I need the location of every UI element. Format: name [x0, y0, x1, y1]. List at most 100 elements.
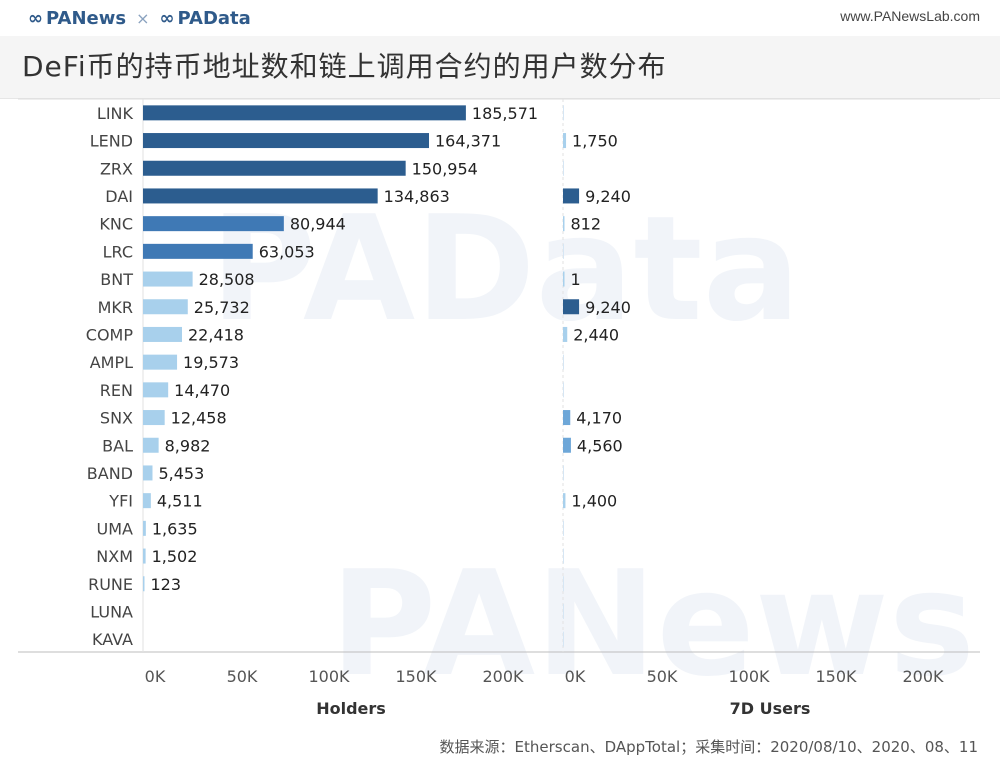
category-label: BNT — [100, 270, 133, 289]
holders-bar — [143, 382, 169, 398]
category-label: REN — [100, 381, 133, 400]
holders-bar — [143, 188, 378, 204]
holders-value-label: 123 — [151, 575, 182, 594]
holders-value-label: 134,863 — [384, 187, 450, 206]
users-bar — [563, 105, 564, 121]
holders-bar — [143, 105, 466, 121]
users-value-label: 812 — [571, 215, 602, 234]
holders-value-label: 1,635 — [152, 519, 198, 538]
holders-bar — [143, 410, 165, 426]
users-value-label: 4,170 — [576, 409, 622, 428]
category-label: LRC — [103, 242, 133, 261]
users-value-label: 9,240 — [585, 298, 631, 317]
holders-bar — [143, 216, 284, 232]
category-label: AMPL — [90, 353, 133, 372]
users-bar — [563, 354, 564, 370]
category-label: NXM — [96, 547, 133, 566]
holders-value-label: 12,458 — [171, 409, 227, 428]
holders-value-label: 22,418 — [188, 325, 244, 344]
category-label: DAI — [105, 187, 133, 206]
users-bar — [563, 243, 564, 259]
category-label: KAVA — [92, 630, 133, 649]
brand-separator: × — [136, 8, 150, 28]
holders-bar — [143, 326, 183, 342]
brand-panews: ∞ PANews — [28, 8, 126, 29]
holders-bar — [143, 548, 146, 564]
holders-value-label: 19,573 — [183, 353, 239, 372]
brand-panews-label: PANews — [46, 7, 127, 29]
users-value-label: 9,240 — [585, 187, 631, 206]
holders-value-label: 150,954 — [412, 159, 478, 178]
holders-bar — [143, 520, 146, 536]
holders-value-label: 25,732 — [194, 298, 250, 317]
users-bar — [563, 133, 567, 149]
holders-value-label: 80,944 — [290, 215, 346, 234]
category-label: LEND — [90, 132, 133, 151]
users-tick-label: 0K — [565, 667, 586, 686]
category-label: ZRX — [100, 159, 133, 178]
brand-padata: ∞ PAData — [160, 8, 251, 29]
holders-tick-label: 200K — [482, 667, 524, 686]
panews-logo-icon: ∞ — [28, 7, 43, 29]
category-label: SNX — [100, 409, 133, 428]
holders-axis-title: Holders — [316, 699, 386, 718]
users-value-label: 4,560 — [577, 436, 623, 455]
users-value-label: 1,750 — [572, 132, 618, 151]
users-bar — [563, 160, 564, 176]
holders-value-label: 63,053 — [259, 242, 315, 261]
users-bar — [563, 437, 571, 453]
category-label: BAL — [102, 436, 133, 455]
chart-title: DeFi币的持币地址数和链上调用合约的用户数分布 — [22, 50, 667, 83]
holders-value-label: 4,511 — [157, 492, 203, 511]
brand-padata-label: PAData — [177, 7, 251, 29]
holders-bar — [143, 133, 430, 149]
users-bar — [563, 326, 568, 342]
holders-bar — [143, 576, 145, 592]
users-tick-label: 50K — [647, 667, 678, 686]
users-value-label: 1,400 — [571, 492, 617, 511]
holders-value-label: 1,502 — [152, 547, 198, 566]
users-bar — [563, 576, 564, 592]
category-label: LUNA — [90, 602, 133, 621]
title-band — [0, 36, 1000, 99]
users-bar — [563, 493, 566, 509]
category-label: YFI — [108, 492, 133, 511]
brand-bar: ∞ PANews × ∞ PAData — [28, 6, 251, 30]
users-tick-label: 150K — [815, 667, 857, 686]
users-bar — [563, 216, 565, 232]
holders-tick-label: 0K — [145, 667, 166, 686]
holders-bar — [143, 437, 159, 453]
holders-bar — [143, 243, 253, 259]
users-bar — [563, 548, 564, 564]
holders-value-label: 185,571 — [472, 104, 538, 123]
users-bar — [563, 520, 564, 536]
holders-value-label: 14,470 — [174, 381, 230, 400]
users-value-label: 1 — [571, 270, 581, 289]
holders-value-label: 5,453 — [158, 464, 204, 483]
category-label: UMA — [97, 519, 134, 538]
holders-value-label: 28,508 — [199, 270, 255, 289]
users-bar — [563, 188, 580, 204]
holders-bar — [143, 271, 193, 287]
holders-bar — [143, 493, 151, 509]
holders-bar — [143, 160, 406, 176]
category-label: MKR — [98, 298, 133, 317]
category-label: BAND — [87, 464, 133, 483]
category-label: COMP — [86, 325, 134, 344]
holders-bar — [143, 354, 178, 370]
users-bar — [563, 299, 580, 315]
users-tick-label: 100K — [728, 667, 770, 686]
holders-tick-label: 100K — [308, 667, 350, 686]
users-bar — [563, 410, 571, 426]
users-axis-title: 7D Users — [730, 699, 811, 718]
holders-bar — [143, 299, 188, 315]
users-bar — [563, 603, 564, 619]
users-bar — [563, 465, 564, 481]
holders-bar — [143, 465, 153, 481]
category-label: RUNE — [88, 575, 133, 594]
holders-value-label: 8,982 — [165, 436, 211, 455]
users-bar — [563, 271, 565, 287]
users-bar — [563, 382, 564, 398]
users-bar — [563, 631, 564, 647]
users-value-label: 2,440 — [573, 325, 619, 344]
